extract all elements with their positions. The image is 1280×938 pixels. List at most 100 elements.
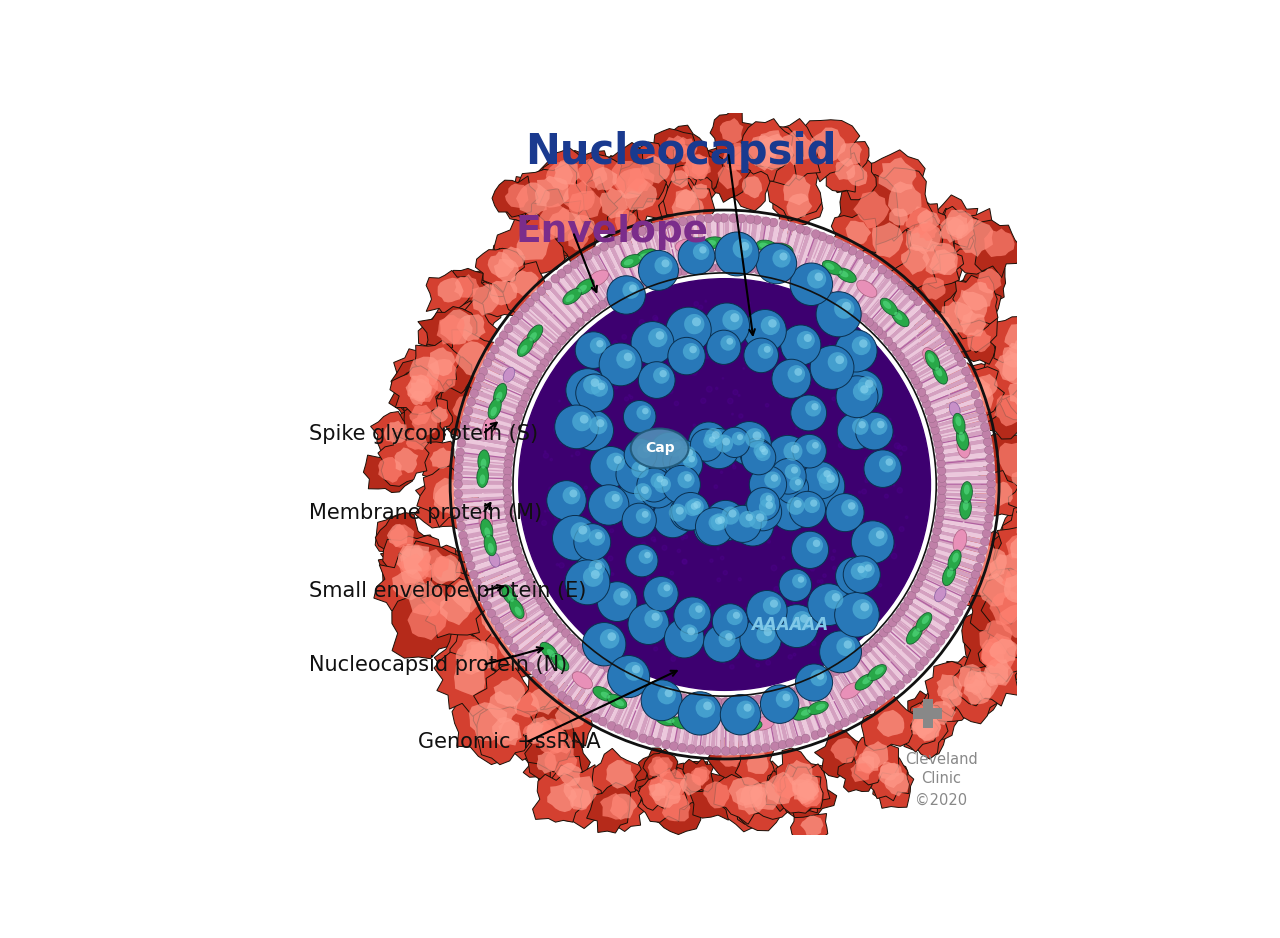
Polygon shape xyxy=(890,615,938,655)
Polygon shape xyxy=(445,639,498,691)
Polygon shape xyxy=(662,794,690,822)
Polygon shape xyxy=(902,221,975,293)
Circle shape xyxy=(652,613,659,621)
Circle shape xyxy=(479,594,488,602)
Polygon shape xyxy=(902,707,942,749)
Circle shape xyxy=(626,416,630,421)
Circle shape xyxy=(608,656,650,698)
Polygon shape xyxy=(398,553,429,583)
Circle shape xyxy=(666,690,675,699)
Circle shape xyxy=(521,304,530,312)
Circle shape xyxy=(659,394,663,398)
Circle shape xyxy=(547,480,586,521)
Circle shape xyxy=(877,696,886,704)
Polygon shape xyxy=(454,470,512,477)
Polygon shape xyxy=(995,525,1046,571)
Polygon shape xyxy=(540,641,582,686)
Polygon shape xyxy=(677,694,691,752)
Circle shape xyxy=(813,477,817,482)
Circle shape xyxy=(607,239,616,248)
Circle shape xyxy=(659,689,668,698)
Polygon shape xyxy=(969,633,1015,679)
Polygon shape xyxy=(929,701,956,725)
Polygon shape xyxy=(710,109,753,157)
Circle shape xyxy=(504,325,513,333)
Circle shape xyxy=(705,300,707,302)
Circle shape xyxy=(810,345,854,389)
Circle shape xyxy=(868,527,887,547)
Circle shape xyxy=(769,645,774,650)
Polygon shape xyxy=(888,208,908,225)
Polygon shape xyxy=(554,698,588,730)
Polygon shape xyxy=(532,721,556,743)
Circle shape xyxy=(652,537,655,541)
Polygon shape xyxy=(754,695,767,752)
Circle shape xyxy=(800,278,809,286)
Polygon shape xyxy=(723,143,750,171)
Polygon shape xyxy=(936,507,995,518)
Polygon shape xyxy=(623,682,648,737)
Circle shape xyxy=(749,352,754,357)
Circle shape xyxy=(805,613,810,619)
Circle shape xyxy=(855,250,864,259)
Circle shape xyxy=(776,617,780,621)
Polygon shape xyxy=(846,164,868,187)
Polygon shape xyxy=(975,471,1024,517)
Circle shape xyxy=(549,685,558,693)
Circle shape xyxy=(763,621,768,626)
Circle shape xyxy=(884,337,892,345)
Circle shape xyxy=(600,629,620,648)
Polygon shape xyxy=(1020,486,1042,505)
Circle shape xyxy=(540,602,549,611)
Circle shape xyxy=(673,597,710,634)
Polygon shape xyxy=(854,734,899,785)
Ellipse shape xyxy=(792,709,808,720)
Polygon shape xyxy=(639,755,699,820)
Circle shape xyxy=(641,278,649,286)
Circle shape xyxy=(662,260,669,267)
Circle shape xyxy=(877,549,878,551)
Circle shape xyxy=(584,709,593,718)
Polygon shape xyxy=(474,565,529,590)
Circle shape xyxy=(965,374,974,383)
Circle shape xyxy=(662,465,700,504)
Ellipse shape xyxy=(823,261,842,275)
Polygon shape xyxy=(831,250,864,302)
Polygon shape xyxy=(472,383,527,408)
Polygon shape xyxy=(691,696,703,754)
Polygon shape xyxy=(582,177,641,234)
Polygon shape xyxy=(936,206,978,248)
Polygon shape xyxy=(598,243,628,296)
Polygon shape xyxy=(818,674,847,728)
Ellipse shape xyxy=(520,332,538,353)
Circle shape xyxy=(681,537,684,539)
Polygon shape xyxy=(475,567,530,595)
Circle shape xyxy=(692,317,701,326)
Circle shape xyxy=(692,696,701,704)
Polygon shape xyxy=(988,314,1039,366)
Circle shape xyxy=(645,463,648,466)
Polygon shape xyxy=(463,410,520,430)
Circle shape xyxy=(936,636,945,645)
Polygon shape xyxy=(881,300,925,342)
Polygon shape xyxy=(623,232,648,287)
Polygon shape xyxy=(822,133,869,176)
Circle shape xyxy=(686,265,695,274)
Polygon shape xyxy=(886,622,932,662)
Circle shape xyxy=(936,507,945,517)
Polygon shape xyxy=(858,755,874,773)
Circle shape xyxy=(795,685,803,693)
Polygon shape xyxy=(1009,381,1033,406)
Circle shape xyxy=(927,548,936,556)
Polygon shape xyxy=(927,401,983,422)
Polygon shape xyxy=(465,405,521,426)
Ellipse shape xyxy=(477,466,489,488)
Circle shape xyxy=(630,731,637,739)
Circle shape xyxy=(746,342,749,344)
Circle shape xyxy=(764,628,772,636)
Polygon shape xyxy=(454,503,513,513)
Circle shape xyxy=(974,563,982,571)
Polygon shape xyxy=(618,234,645,288)
Circle shape xyxy=(598,660,607,669)
Circle shape xyxy=(563,696,572,704)
